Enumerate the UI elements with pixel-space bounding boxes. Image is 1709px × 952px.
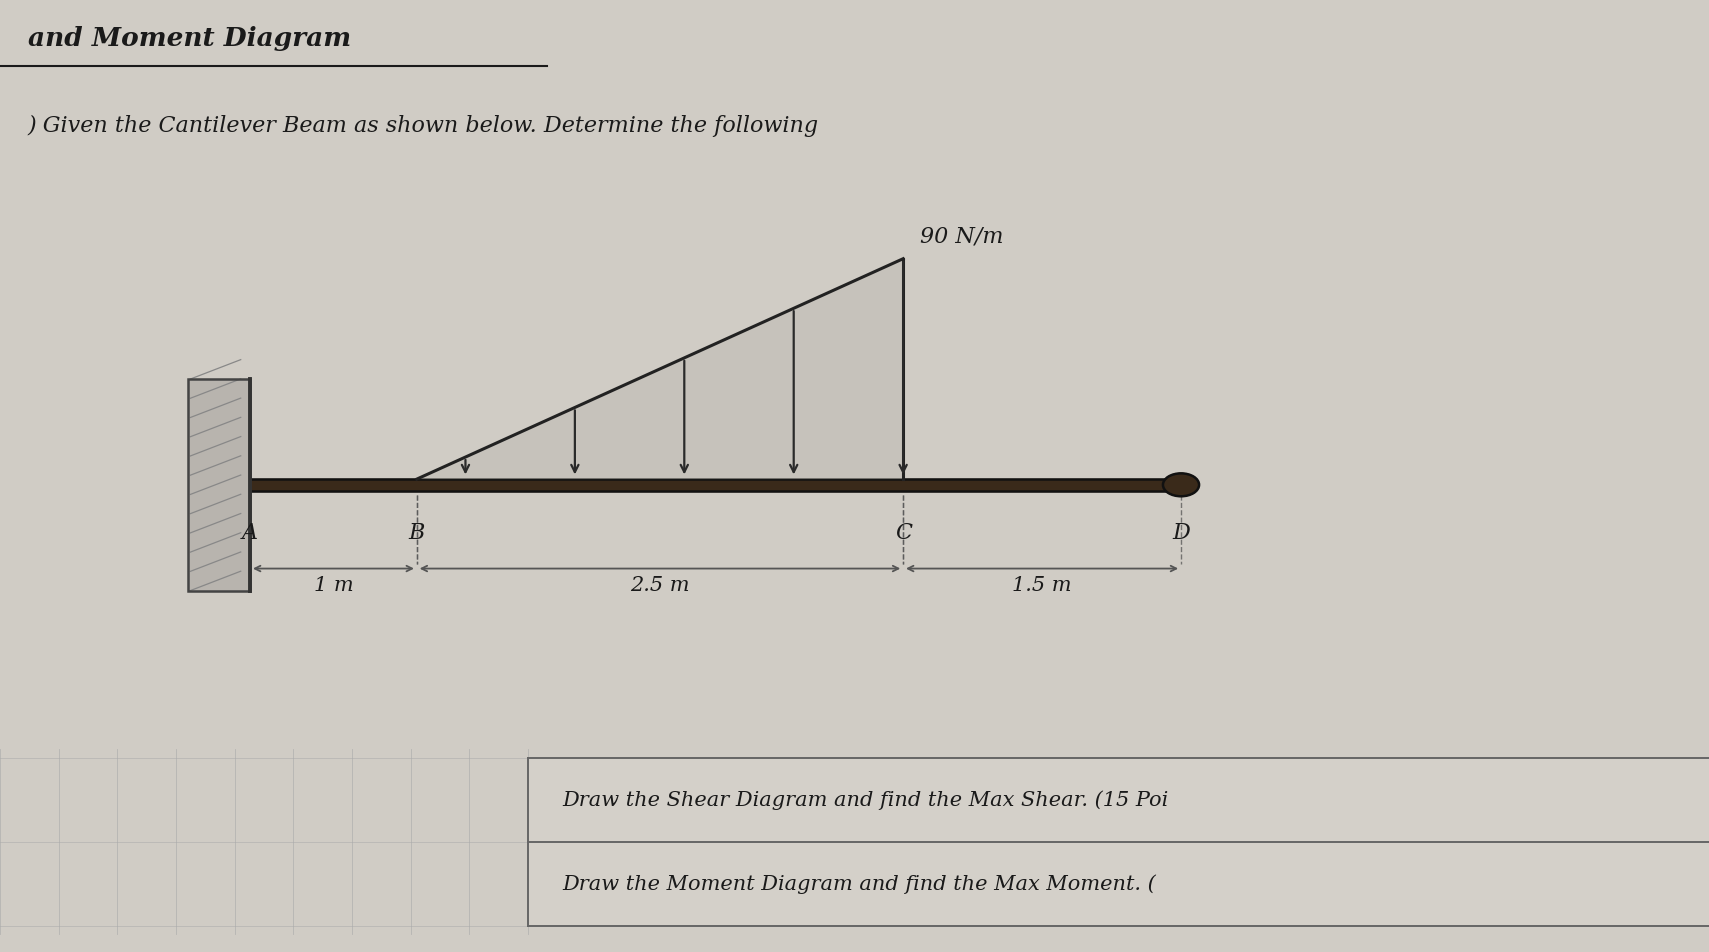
Bar — [188, 379, 250, 590]
Text: C: C — [894, 522, 911, 544]
Text: Draw the Shear Diagram and find the Max Shear. (15 Poi: Draw the Shear Diagram and find the Max … — [562, 790, 1169, 810]
Text: 1 m: 1 m — [314, 576, 354, 595]
Polygon shape — [417, 259, 902, 479]
Text: D: D — [1172, 522, 1189, 544]
Bar — [188, 379, 250, 590]
Text: ) Given the Cantilever Beam as shown below. Determine the following: ) Given the Cantilever Beam as shown bel… — [27, 114, 819, 137]
Text: 2.5 m: 2.5 m — [631, 576, 690, 595]
Text: 90 N/m: 90 N/m — [919, 226, 1003, 248]
Bar — [250, 479, 1181, 490]
Text: Draw the Moment Diagram and find the Max Moment. (: Draw the Moment Diagram and find the Max… — [562, 874, 1157, 894]
Text: and Moment Diagram: and Moment Diagram — [27, 27, 350, 51]
Text: A: A — [243, 522, 258, 544]
Circle shape — [1162, 473, 1200, 496]
Text: 1.5 m: 1.5 m — [1012, 576, 1072, 595]
Bar — [528, 758, 1709, 925]
Text: B: B — [408, 522, 426, 544]
